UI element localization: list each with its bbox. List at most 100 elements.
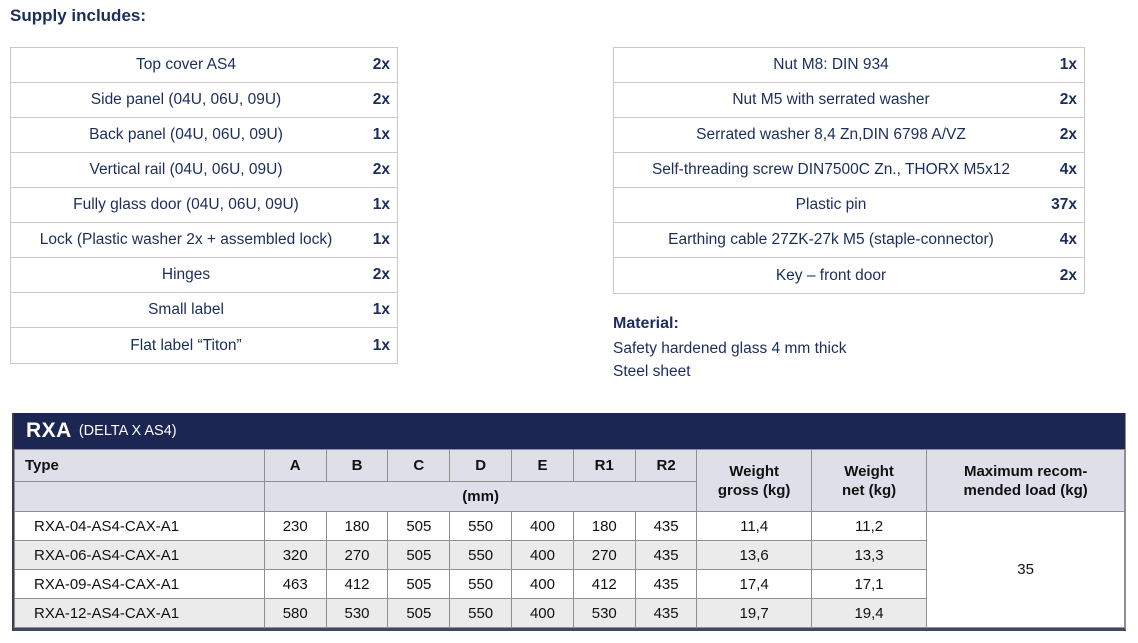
- spec-cell-max-load: 35: [926, 511, 1125, 628]
- supply-row: Hinges 2x: [11, 258, 397, 293]
- material-title: Material:: [613, 315, 679, 332]
- spec-unit-label: (mm): [263, 481, 698, 512]
- supply-row: Self-threading screw DIN7500C Zn., THORX…: [614, 153, 1084, 188]
- spec-cell-dim: 435: [634, 569, 698, 599]
- supply-item-name: Flat label “Titon”: [130, 336, 242, 354]
- supply-item-name: Serrated washer 8,4 Zn,DIN 6798 A/VZ: [696, 126, 966, 143]
- spec-cell-weight-net: 17,1: [810, 569, 928, 599]
- spec-cell-type: RXA-12-AS4-CAX-A1: [14, 598, 265, 628]
- spec-cell-weight-gross: 19,7: [696, 598, 812, 628]
- table-row: RXA-04-AS4-CAX-A1 230 180 505 550 400 180 435 11…: [14, 511, 1125, 628]
- spec-col-weight-gross: Weight gross (kg): [696, 449, 812, 512]
- spec-cell-dim: 320: [263, 540, 327, 570]
- spec-table-title-band: RXA (DELTA X AS4): [14, 413, 1125, 449]
- spec-cell-dim: 580: [263, 598, 327, 628]
- page-title: Supply includes:: [10, 6, 147, 25]
- supply-item-name: Top cover AS4: [136, 56, 236, 73]
- spec-col-max-load: Maximum recom-mended load (kg): [926, 449, 1125, 512]
- spec-cell-dim: 180: [572, 511, 636, 541]
- spec-cell-dim: 435: [634, 511, 698, 541]
- supply-item-qty: 1x: [372, 301, 390, 318]
- spec-col-dim: B: [325, 449, 389, 482]
- spec-cell-dim: 412: [572, 569, 636, 599]
- spec-cell-dim: 550: [449, 569, 513, 599]
- spec-cell-weight-gross: 17,4: [696, 569, 812, 599]
- spec-cell-dim: 270: [325, 540, 389, 570]
- supply-item-qty: 2x: [372, 91, 390, 108]
- supply-item-qty: 2x: [1059, 266, 1077, 284]
- spec-col-dim: C: [387, 449, 451, 482]
- spec-cell-weight-net: 13,3: [810, 540, 928, 570]
- spec-cell-dim: 400: [511, 569, 574, 599]
- supply-item-name: Vertical rail (04U, 06U, 09U): [89, 161, 283, 178]
- supply-row: Lock (Plastic washer 2x + assembled lock…: [11, 223, 397, 258]
- supply-table-right: Nut M8: DIN 934 1x Nut M5 with serrated wa…: [613, 47, 1085, 294]
- supply-row: Fully glass door (04U, 06U, 09U) 1x: [11, 188, 397, 223]
- spec-cell-dim: 550: [449, 540, 513, 570]
- material-line: Safety hardened glass 4 mm thick: [613, 340, 847, 357]
- supply-item-name: Nut M8: DIN 934: [773, 56, 889, 73]
- spec-table-section: RXA (DELTA X AS4) Type A B C D E R1 R2 Weight gro…: [12, 413, 1126, 631]
- spec-col-type: Type: [14, 449, 265, 482]
- supply-row: Top cover AS4 2x: [11, 48, 397, 83]
- supply-row: Earthing cable 27ZK-27k M5 (staple-conne…: [614, 223, 1084, 258]
- supply-item-qty: 1x: [372, 126, 390, 143]
- spec-unit-empty-cell: [14, 481, 265, 512]
- spec-series-name: RXA: [26, 419, 72, 442]
- spec-cell-dim: 550: [449, 511, 513, 541]
- spec-col-dim: R2: [634, 449, 698, 482]
- supply-item-qty: 2x: [372, 56, 390, 73]
- supply-item-qty: 2x: [1059, 126, 1077, 143]
- spec-col-dim: R1: [572, 449, 636, 482]
- supply-item-qty: 2x: [1059, 91, 1077, 108]
- spec-cell-type: RXA-04-AS4-CAX-A1: [14, 511, 265, 541]
- spec-cell-weight-gross: 11,4: [696, 511, 812, 541]
- spec-col-dim: E: [511, 449, 574, 482]
- spec-cell-dim: 505: [387, 598, 451, 628]
- supply-row: Back panel (04U, 06U, 09U) 1x: [11, 118, 397, 153]
- spec-cell-dim: 412: [325, 569, 389, 599]
- supply-item-qty: 4x: [1059, 161, 1077, 178]
- material-section: Material: Safety hardened glass 4 mm thi…: [613, 312, 846, 383]
- spec-col-dim: D: [449, 449, 513, 482]
- supply-row: Side panel (04U, 06U, 09U) 2x: [11, 83, 397, 118]
- spec-cell-dim: 400: [511, 540, 574, 570]
- supply-item-qty: 1x: [372, 231, 390, 248]
- table-row: RXA-12-AS4-CAX-A1 580 530 505 550 400 530 435 19…: [14, 598, 1125, 628]
- supply-item-name: Hinges: [161, 266, 211, 283]
- spec-cell-dim: 505: [387, 540, 451, 570]
- spec-cell-dim: 270: [572, 540, 636, 570]
- table-row: RXA-06-AS4-CAX-A1 320 270 505 550 400 270 435 13…: [14, 540, 1125, 570]
- supply-item-name: Back panel (04U, 06U, 09U): [89, 126, 283, 143]
- spec-cell-weight-gross: 13,6: [696, 540, 812, 570]
- supply-row: Vertical rail (04U, 06U, 09U) 2x: [11, 153, 397, 188]
- spec-cell-dim: 530: [572, 598, 636, 628]
- spec-cell-weight-net: 11,2: [810, 511, 928, 541]
- supply-item-name: Lock (Plastic washer 2x + assembled lock…: [39, 231, 333, 248]
- spec-cell-dim: 505: [387, 569, 451, 599]
- supply-row: Small label 1x: [11, 293, 397, 328]
- supply-item-name: Plastic pin: [795, 196, 867, 213]
- supply-item-name: Self-threading screw DIN7500C Zn., THORX…: [651, 161, 1011, 178]
- supply-item-name: Small label: [148, 301, 224, 318]
- spec-header-row: Type A B C D E R1 R2 Weight gross (kg) Weight net (…: [14, 449, 1125, 512]
- spec-cell-dim: 230: [263, 511, 327, 541]
- supply-item-qty: 2x: [372, 161, 390, 178]
- supply-item-name: Side panel (04U, 06U, 09U): [90, 91, 282, 108]
- supply-item-qty: 4x: [1059, 231, 1077, 248]
- supply-item-qty: 2x: [372, 266, 390, 283]
- supply-item-qty: 1x: [372, 196, 390, 213]
- supply-row: Flat label “Titon” 1x: [11, 328, 397, 363]
- spec-cell-dim: 400: [511, 511, 574, 541]
- supply-row: Nut M5 with serrated washer 2x: [614, 83, 1084, 118]
- spec-cell-dim: 463: [263, 569, 327, 599]
- spec-cell-dim: 400: [511, 598, 574, 628]
- spec-cell-dim: 180: [325, 511, 389, 541]
- spec-cell-dim: 505: [387, 511, 451, 541]
- supply-item-qty: 37x: [1051, 196, 1077, 213]
- supply-item-qty: 1x: [372, 336, 390, 354]
- spec-cell-dim: 435: [634, 540, 698, 570]
- spec-cell-dim: 435: [634, 598, 698, 628]
- spec-cell-dim: 550: [449, 598, 513, 628]
